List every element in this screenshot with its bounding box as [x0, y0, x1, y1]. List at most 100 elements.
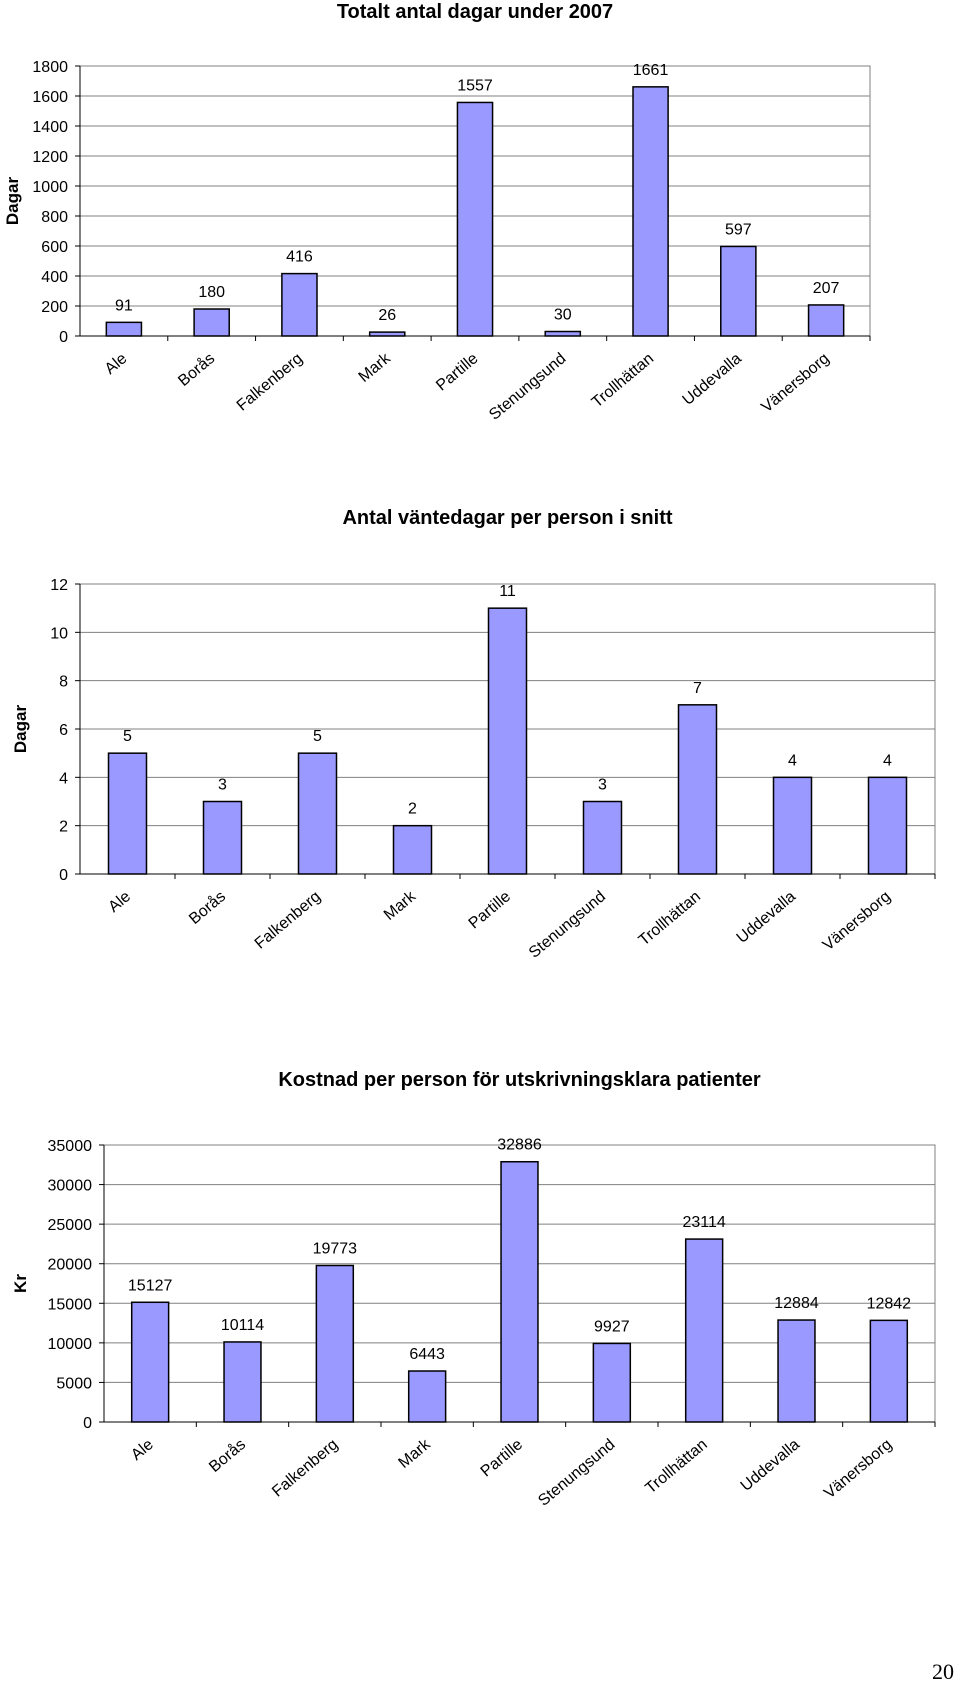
y-tick-label: 10000 [48, 1336, 93, 1353]
data-label: 5 [123, 728, 132, 745]
y-tick-label: 30000 [48, 1178, 93, 1195]
bar-mark [407, 1370, 447, 1423]
y-tick-label: 1600 [32, 89, 68, 106]
y-axis-label: Kr [11, 1274, 30, 1293]
data-label: 12884 [774, 1295, 819, 1312]
data-label: 416 [286, 249, 313, 266]
bar-borås [202, 800, 243, 875]
y-tick-label: 10 [50, 625, 68, 642]
x-tick-label: Vänersborg [758, 350, 832, 416]
page-number: 20 [932, 1659, 954, 1684]
bar-trollhättan [677, 704, 718, 875]
bar-partille [456, 101, 494, 337]
bar-partille [500, 1160, 539, 1423]
x-tick-label: Uddevalla [679, 350, 745, 409]
x-tick-label: Ale [102, 350, 131, 378]
bar-stenungsund [582, 800, 623, 875]
x-tick-label: Partille [478, 1436, 526, 1481]
x-tick-label: Stenungsund [535, 1436, 618, 1510]
y-tick-label: 0 [83, 1415, 92, 1432]
y-tick-label: 4 [59, 770, 68, 787]
y-axis-label: Dagar [11, 705, 30, 754]
x-tick-label: Partille [466, 888, 514, 933]
bar-vänersborg [867, 776, 908, 875]
y-axis-label: Dagar [3, 177, 22, 226]
x-tick-label: Ale [105, 888, 134, 916]
bar-stenungsund [592, 1342, 632, 1423]
bar-trollhättan [632, 86, 669, 337]
y-tick-label: 200 [41, 299, 68, 316]
data-label: 207 [813, 280, 840, 297]
x-tick-label: Mark [381, 887, 420, 924]
y-tick-label: 5000 [56, 1375, 92, 1392]
data-label: 3 [598, 777, 607, 794]
data-label: 10114 [221, 1317, 264, 1334]
y-tick-label: 1200 [32, 149, 68, 166]
data-label: 12842 [867, 1295, 912, 1312]
data-label: 1661 [633, 62, 669, 79]
chart-1: Totalt antal dagar under 2007 0 200 400 600 8… [3, 1, 871, 424]
x-tick-label: Stenungsund [526, 888, 609, 962]
x-tick-label: Vänersborg [821, 1436, 895, 1502]
data-label: 11 [499, 583, 516, 600]
bar-falkenberg [315, 1264, 355, 1423]
bar-ale [130, 1301, 170, 1423]
x-tick-label: Mark [396, 1435, 435, 1472]
x-tick-label: Partille [433, 350, 481, 395]
data-label: 6443 [409, 1346, 445, 1363]
data-label: 4 [883, 752, 892, 769]
x-tick-label: Falkenberg [234, 350, 306, 414]
data-label: 91 [115, 297, 133, 314]
bar-trollhättan [684, 1238, 724, 1423]
x-tick-label: Vänersborg [820, 888, 894, 954]
data-label: 23114 [683, 1214, 726, 1231]
bar-vänersborg [869, 1319, 909, 1423]
x-tick-label: Trollhättan [589, 350, 657, 411]
bar-borås [193, 308, 230, 337]
y-tick-label: 6 [59, 722, 68, 739]
y-tick-label: 20000 [48, 1257, 93, 1274]
x-tick-label: Trollhättan [636, 888, 704, 949]
bar-vänersborg [807, 304, 845, 337]
y-tick-label: 1000 [32, 179, 68, 196]
data-label: 3 [218, 777, 227, 794]
chart-2: Antal väntedagar per person i snitt 0 2 4 6 8… [11, 507, 936, 962]
data-label: 19773 [313, 1241, 358, 1258]
data-label: 2 [408, 801, 417, 818]
chart-title: Antal väntedagar per person i snitt [342, 507, 672, 529]
y-tick-label: 1400 [32, 119, 68, 136]
x-tick-label: Borås [205, 1435, 249, 1476]
data-label: 7 [693, 680, 702, 697]
x-tick-label: Borås [175, 349, 219, 390]
bar-stenungsund [544, 330, 582, 337]
x-tick-label: Falkenberg [269, 1436, 341, 1500]
bar-falkenberg [297, 752, 338, 875]
y-tick-label: 800 [41, 209, 68, 226]
y-tick-label: 25000 [48, 1217, 93, 1234]
x-tick-label: Trollhättan [642, 1436, 710, 1497]
bar-ale [105, 321, 143, 337]
data-label: 5 [313, 728, 322, 745]
y-tick-label: 0 [59, 329, 68, 346]
data-label: 1557 [457, 77, 493, 94]
y-tick-label: 8 [59, 674, 68, 691]
y-tick-label: 15000 [48, 1296, 93, 1313]
data-label: 26 [378, 307, 396, 324]
y-tick-label: 12 [50, 577, 68, 594]
bar-partille [487, 607, 528, 875]
x-tick-label: Mark [356, 349, 395, 386]
bar-falkenberg [281, 272, 318, 337]
data-label: 32886 [497, 1137, 542, 1154]
y-tick-label: 0 [59, 867, 68, 884]
bar-ale [107, 752, 148, 875]
data-label: 4 [788, 752, 797, 769]
bar-uddevalla [720, 245, 757, 337]
data-label: 15127 [128, 1277, 173, 1294]
data-label: 9927 [594, 1318, 630, 1335]
y-tick-label: 35000 [48, 1138, 93, 1155]
x-tick-label: Uddevalla [734, 888, 800, 947]
x-tick-label: Stenungsund [486, 350, 569, 424]
chart-title: Kostnad per person för utskrivningsklara… [278, 1069, 761, 1091]
y-tick-label: 2 [59, 819, 68, 836]
